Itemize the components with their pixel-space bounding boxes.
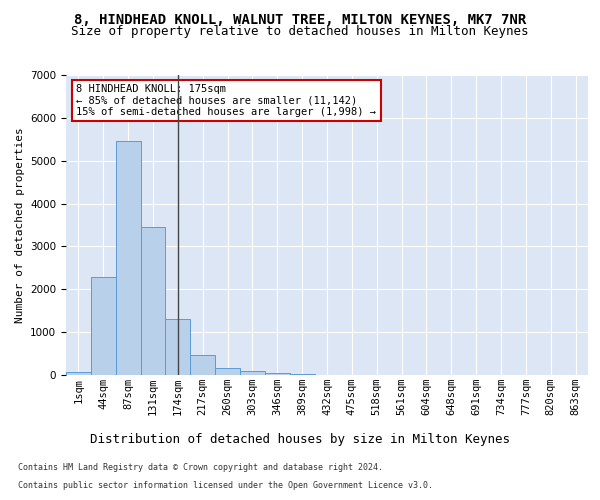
Bar: [140, 227, 166, 375]
Bar: [290, 374, 314, 375]
Bar: [265, 372, 290, 375]
Bar: [116, 140, 140, 375]
Bar: [215, 368, 240, 375]
Bar: [166, 319, 190, 375]
Text: Contains public sector information licensed under the Open Government Licence v3: Contains public sector information licen…: [18, 481, 433, 490]
Text: Distribution of detached houses by size in Milton Keynes: Distribution of detached houses by size …: [90, 432, 510, 446]
Text: Contains HM Land Registry data © Crown copyright and database right 2024.: Contains HM Land Registry data © Crown c…: [18, 464, 383, 472]
Bar: [190, 355, 215, 375]
Y-axis label: Number of detached properties: Number of detached properties: [14, 127, 25, 323]
Bar: [240, 372, 265, 375]
Text: 8 HINDHEAD KNOLL: 175sqm
← 85% of detached houses are smaller (11,142)
15% of se: 8 HINDHEAD KNOLL: 175sqm ← 85% of detach…: [76, 84, 376, 117]
Text: 8, HINDHEAD KNOLL, WALNUT TREE, MILTON KEYNES, MK7 7NR: 8, HINDHEAD KNOLL, WALNUT TREE, MILTON K…: [74, 12, 526, 26]
Text: Size of property relative to detached houses in Milton Keynes: Size of property relative to detached ho…: [71, 25, 529, 38]
Bar: [66, 372, 91, 375]
Bar: [91, 278, 116, 375]
